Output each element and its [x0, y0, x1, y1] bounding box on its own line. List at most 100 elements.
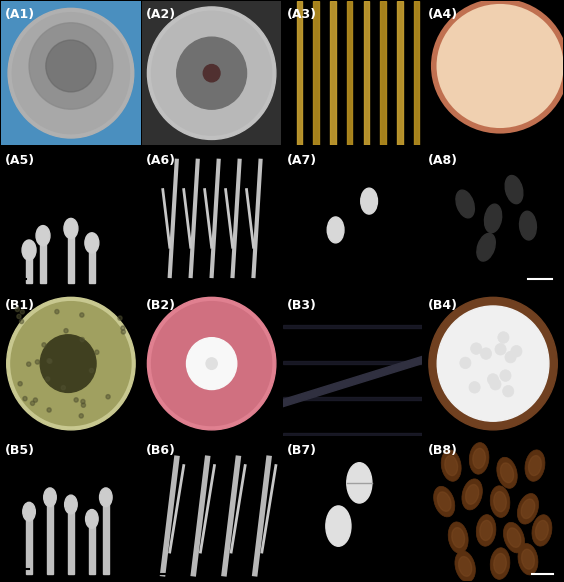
Text: (B4): (B4): [428, 299, 457, 312]
Ellipse shape: [441, 450, 461, 481]
Ellipse shape: [86, 509, 98, 528]
Ellipse shape: [521, 499, 535, 519]
Ellipse shape: [456, 190, 474, 218]
Ellipse shape: [525, 450, 545, 481]
Ellipse shape: [22, 240, 36, 260]
Circle shape: [487, 374, 499, 385]
Circle shape: [17, 314, 21, 318]
Bar: [397, 1, 403, 146]
Ellipse shape: [326, 506, 351, 546]
Circle shape: [152, 11, 272, 135]
Circle shape: [20, 320, 24, 324]
Circle shape: [206, 358, 217, 370]
Circle shape: [23, 396, 27, 401]
Circle shape: [47, 359, 51, 363]
Circle shape: [55, 310, 59, 314]
Ellipse shape: [497, 457, 517, 488]
Ellipse shape: [519, 211, 536, 240]
Circle shape: [80, 313, 84, 317]
Ellipse shape: [494, 492, 506, 512]
Bar: [47, 502, 53, 574]
Circle shape: [20, 310, 24, 314]
Circle shape: [495, 343, 506, 355]
Circle shape: [74, 398, 78, 402]
Circle shape: [29, 23, 113, 109]
Text: (B7): (B7): [287, 444, 317, 457]
Bar: [297, 1, 302, 146]
Circle shape: [7, 297, 135, 430]
Bar: [103, 502, 109, 574]
Ellipse shape: [522, 549, 534, 569]
Ellipse shape: [465, 485, 479, 504]
Ellipse shape: [490, 486, 510, 517]
Ellipse shape: [528, 456, 541, 475]
Circle shape: [121, 330, 125, 334]
Ellipse shape: [361, 188, 377, 214]
Circle shape: [505, 352, 516, 363]
Circle shape: [147, 7, 276, 140]
Ellipse shape: [480, 520, 492, 541]
Bar: [330, 1, 336, 146]
Ellipse shape: [43, 488, 56, 507]
Circle shape: [81, 403, 86, 407]
Circle shape: [460, 357, 471, 368]
Ellipse shape: [484, 204, 501, 233]
Circle shape: [429, 297, 557, 430]
Bar: [89, 523, 95, 574]
Circle shape: [437, 306, 549, 421]
Bar: [283, 361, 422, 364]
Circle shape: [118, 316, 122, 320]
Circle shape: [8, 8, 134, 138]
Circle shape: [147, 297, 276, 430]
Circle shape: [106, 395, 110, 399]
Ellipse shape: [65, 495, 77, 514]
Circle shape: [79, 414, 83, 418]
Ellipse shape: [494, 553, 506, 574]
Circle shape: [18, 382, 22, 386]
Circle shape: [469, 382, 480, 393]
Circle shape: [30, 401, 34, 406]
Circle shape: [121, 326, 125, 330]
Bar: [89, 247, 95, 283]
Text: (B1): (B1): [5, 299, 36, 312]
Ellipse shape: [85, 233, 99, 253]
Ellipse shape: [448, 522, 468, 553]
Ellipse shape: [473, 448, 486, 469]
Circle shape: [40, 335, 96, 392]
Text: (A8): (A8): [428, 154, 457, 166]
Circle shape: [511, 346, 522, 357]
Text: (B5): (B5): [5, 444, 36, 457]
Ellipse shape: [505, 176, 523, 204]
Ellipse shape: [347, 463, 372, 503]
Circle shape: [46, 40, 96, 92]
Ellipse shape: [99, 488, 112, 507]
Circle shape: [61, 385, 65, 390]
Ellipse shape: [36, 226, 50, 246]
Bar: [283, 433, 422, 436]
Ellipse shape: [532, 514, 552, 546]
Text: (A5): (A5): [5, 154, 36, 166]
Circle shape: [42, 343, 46, 347]
Circle shape: [81, 399, 85, 404]
Circle shape: [11, 301, 131, 425]
Circle shape: [498, 332, 509, 343]
Ellipse shape: [462, 479, 482, 510]
Ellipse shape: [452, 528, 465, 548]
Circle shape: [48, 359, 52, 363]
Ellipse shape: [64, 218, 78, 239]
Circle shape: [187, 338, 237, 389]
Circle shape: [47, 408, 51, 412]
Bar: [283, 397, 422, 400]
Bar: [313, 1, 319, 146]
Ellipse shape: [517, 494, 539, 524]
Ellipse shape: [459, 556, 472, 576]
Ellipse shape: [504, 522, 525, 553]
Bar: [40, 240, 46, 283]
Circle shape: [12, 13, 130, 134]
Ellipse shape: [327, 217, 344, 243]
Bar: [347, 1, 352, 146]
Text: (B6): (B6): [146, 444, 176, 457]
Circle shape: [500, 370, 511, 381]
Bar: [27, 516, 32, 574]
Text: (A7): (A7): [287, 154, 317, 166]
